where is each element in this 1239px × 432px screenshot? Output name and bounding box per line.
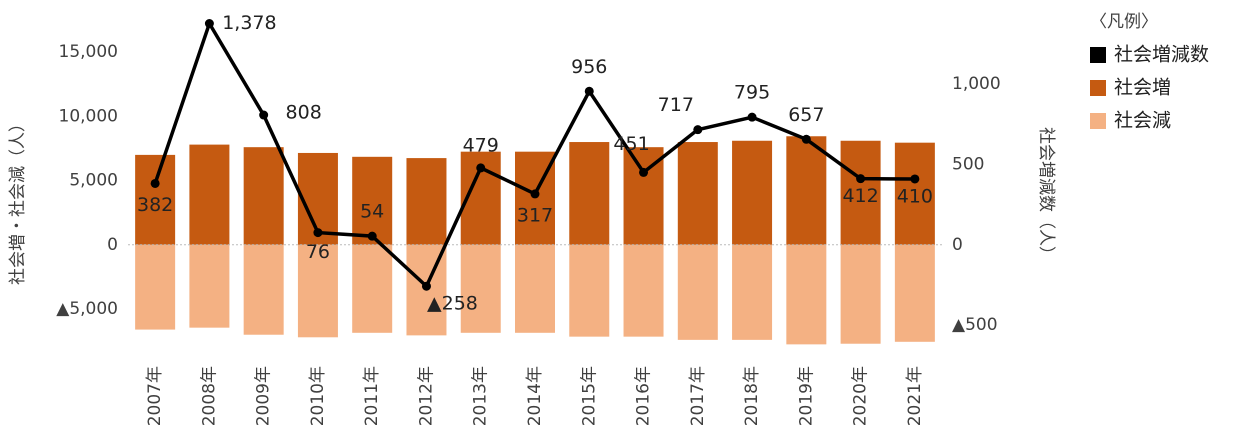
y2-tick-label: 500	[952, 155, 984, 175]
bar	[135, 244, 176, 330]
data-label: 76	[306, 241, 330, 263]
x-tick-label: 2010年	[308, 366, 328, 426]
bar	[623, 244, 664, 337]
data-label: 410	[897, 185, 933, 207]
data-label: ▲258	[427, 293, 478, 315]
data-label: 657	[788, 104, 824, 126]
data-label: 451	[613, 133, 649, 155]
bar	[732, 244, 773, 340]
bar	[515, 244, 555, 333]
bar	[406, 158, 447, 245]
bar	[135, 154, 176, 245]
bar	[352, 244, 393, 333]
data-label: 956	[571, 56, 607, 78]
line-marker	[204, 19, 214, 29]
x-tick-label: 2016年	[634, 366, 654, 426]
data-label: 382	[137, 194, 173, 216]
bar	[189, 244, 230, 328]
x-tick-label: 2012年	[416, 366, 436, 426]
bar	[569, 142, 610, 245]
y-tick-label: 5,000	[69, 171, 118, 191]
bar	[840, 140, 881, 245]
x-tick-label: 2008年	[199, 366, 219, 426]
legend-swatch	[1090, 113, 1106, 129]
line-marker	[639, 167, 649, 177]
line-marker	[856, 174, 866, 184]
data-label: 795	[734, 82, 770, 104]
legend-label: 社会増	[1114, 77, 1171, 99]
x-tick-label: 2021年	[905, 366, 925, 426]
legend-swatch	[1090, 80, 1106, 96]
bar	[732, 140, 773, 245]
legend-title: 〈凡例〉	[1090, 12, 1158, 32]
bar	[243, 244, 284, 335]
line-marker	[313, 228, 323, 238]
y2-tick-label: 1,000	[952, 74, 1001, 94]
data-label: 1,378	[222, 12, 276, 34]
bar	[243, 147, 284, 245]
bar	[786, 244, 827, 345]
line-marker	[530, 189, 540, 199]
bar	[677, 244, 718, 340]
line-marker	[584, 86, 594, 96]
line-marker	[259, 110, 269, 120]
bar	[894, 142, 935, 245]
x-tick-label: 2013年	[471, 366, 491, 426]
bar	[569, 244, 610, 337]
line-marker	[476, 163, 486, 173]
bar	[460, 244, 501, 333]
legend-label: 社会増減数	[1114, 44, 1209, 66]
data-label: 808	[286, 102, 322, 124]
bar	[189, 144, 230, 245]
x-tick-label: 2015年	[579, 366, 599, 426]
y2-axis-label: 社会増減数（人）	[1036, 127, 1056, 263]
bar	[297, 244, 338, 338]
y-axis-label: 社会増・社会減（人）	[8, 115, 28, 285]
line-marker	[421, 281, 431, 291]
x-tick-label: 2011年	[362, 366, 382, 426]
y-tick-label: 0	[107, 235, 118, 255]
y-tick-label: 15,000	[59, 42, 118, 62]
data-label: 479	[463, 134, 499, 156]
y-tick-label: ▲5,000	[56, 299, 118, 319]
data-label: 412	[842, 185, 878, 207]
x-tick-label: 2019年	[796, 366, 816, 426]
y-tick-label: 10,000	[59, 106, 118, 126]
line-marker	[693, 125, 703, 135]
x-tick-label: 2020年	[851, 366, 871, 426]
legend-label: 社会減	[1114, 110, 1171, 132]
line-marker	[747, 112, 757, 122]
x-tick-label: 2009年	[254, 366, 274, 426]
x-tick-label: 2014年	[525, 366, 545, 426]
data-label: 317	[517, 204, 553, 226]
bar	[840, 244, 881, 344]
line-marker	[367, 231, 377, 241]
bar	[786, 136, 827, 245]
x-tick-label: 2018年	[742, 366, 762, 426]
bar	[352, 156, 393, 245]
data-label: 54	[360, 201, 384, 223]
y2-tick-label: ▲500	[952, 315, 998, 335]
data-label: 717	[658, 94, 694, 116]
bar	[894, 244, 935, 342]
x-tick-label: 2007年	[145, 366, 165, 426]
line-marker	[150, 178, 160, 188]
bar	[677, 142, 718, 245]
x-tick-label: 2017年	[688, 366, 708, 426]
legend-swatch	[1090, 47, 1106, 63]
line-marker	[910, 174, 920, 184]
y2-tick-label: 0	[952, 235, 963, 255]
line-marker	[801, 134, 811, 144]
